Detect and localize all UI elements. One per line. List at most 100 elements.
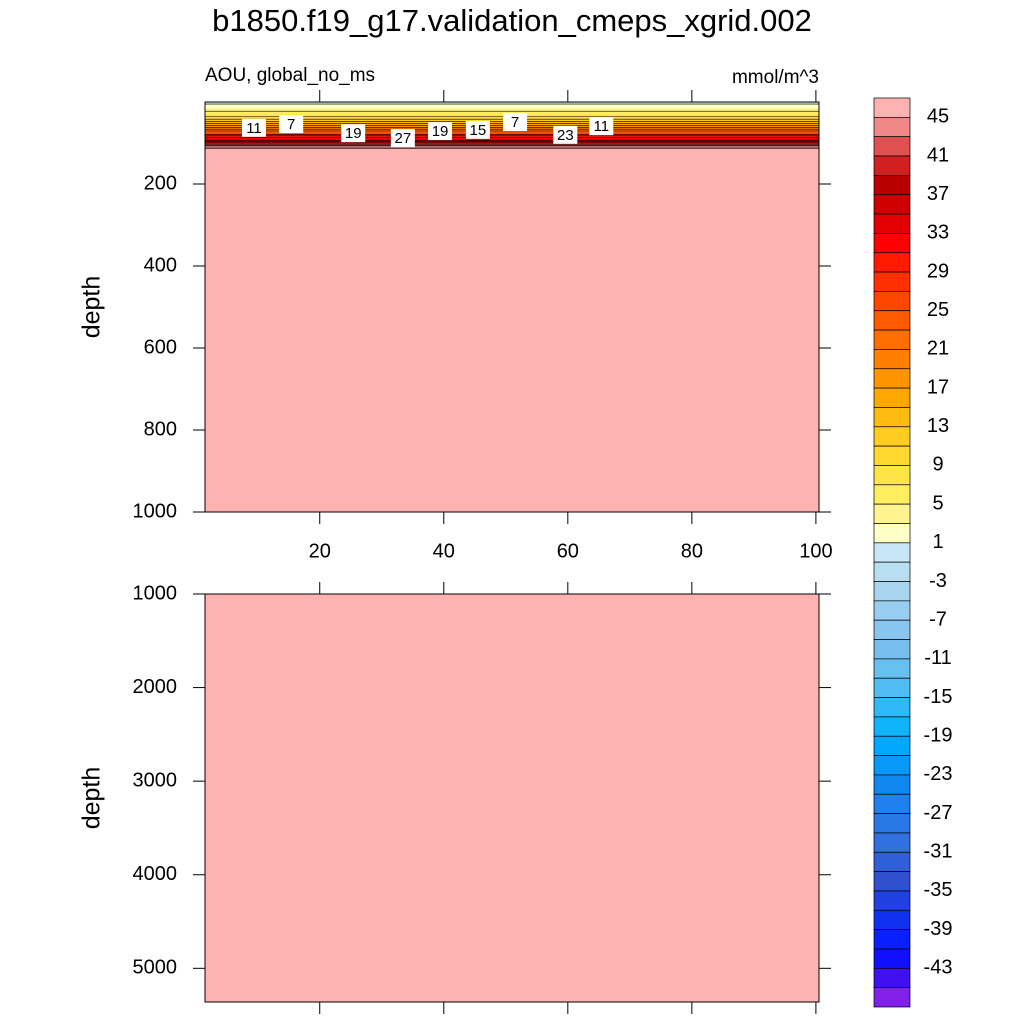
colorbar-box [873, 116, 911, 138]
colorbar-label: 17 [927, 376, 949, 398]
colorbar-box [873, 445, 911, 466]
field-band [205, 102, 819, 105]
colorbar-label: -43 [924, 957, 953, 979]
y-tick-label: 4000 [133, 863, 178, 885]
colorbar-box [873, 136, 911, 157]
y-tick-label: 600 [144, 336, 177, 358]
plot-frame [204, 593, 820, 1003]
units: mmol/m^3 [732, 67, 819, 88]
contour-label: 19 [345, 125, 362, 142]
chart-title: b1850.f19_g17.validation_cmeps_xgrid.002 [212, 3, 812, 38]
plot-area [205, 594, 819, 1002]
contour-label: 23 [557, 127, 574, 144]
colorbar-label: -11 [924, 647, 951, 669]
colorbar-label: -35 [924, 879, 953, 901]
colorbar-box [873, 658, 911, 679]
x-tick-label: 20 [309, 540, 331, 562]
field-band [205, 111, 819, 115]
field-band [205, 135, 819, 138]
colorbar-label: -3 [929, 570, 947, 592]
colorbar-box [873, 561, 911, 582]
colorbar-label: -39 [924, 918, 953, 940]
y-tick-label: 2000 [133, 676, 178, 698]
colorbar-label: 13 [927, 415, 949, 437]
colorbar-box [873, 948, 911, 969]
colorbar-label: -7 [929, 608, 947, 630]
colorbar-box [873, 426, 911, 447]
field-background [205, 594, 819, 1002]
contour-label: 15 [470, 122, 487, 139]
x-tick-label: 100 [799, 540, 832, 562]
y-tick-label: 200 [144, 172, 177, 194]
colorbar-label: -23 [924, 763, 953, 785]
colorbar-label: 29 [927, 260, 949, 282]
colorbar-box [873, 639, 911, 660]
colorbar-box [873, 291, 911, 312]
colorbar-label: -19 [924, 725, 953, 747]
colorbar-label: 9 [932, 454, 943, 476]
colorbar-box [873, 697, 911, 718]
contour-label-box [279, 115, 304, 134]
field-band [205, 134, 819, 137]
contour-label: 7 [287, 116, 295, 133]
colorbar-box [873, 793, 911, 814]
field-background [205, 102, 819, 512]
colorbar-box [873, 851, 911, 872]
contour-label-box [428, 122, 453, 141]
colorbar-box [873, 503, 911, 524]
contour-label: 11 [594, 118, 610, 135]
colorbar-label: 37 [927, 183, 949, 205]
colorbar-box [873, 175, 911, 196]
x-tick-label: 60 [557, 540, 579, 562]
y-tick-label: 5000 [133, 957, 178, 979]
colorbar-box [873, 909, 911, 930]
colorbar-box [873, 716, 911, 737]
colorbar-label: 5 [932, 492, 943, 514]
contour-label-box [341, 124, 366, 143]
colorbar-box [873, 155, 911, 176]
contour-label-box [503, 113, 528, 132]
contour-label: 19 [432, 123, 449, 140]
x-tick-label: 40 [433, 540, 455, 562]
y-tick-label: 400 [144, 254, 177, 276]
field-band [205, 104, 819, 109]
y-axis-label: depth [78, 767, 106, 830]
colorbar-box [873, 755, 911, 776]
subtitle: AOU, global_no_ms [205, 65, 375, 86]
colorbar-box [873, 252, 911, 273]
contour-label-box [589, 117, 614, 136]
colorbar-box [873, 871, 911, 892]
colorbar-box [873, 987, 911, 1008]
y-tick-label: 800 [144, 418, 177, 440]
colorbar-box [873, 349, 911, 370]
colorbar-label: 33 [927, 222, 949, 244]
y-tick-label: 1000 [133, 582, 178, 604]
colorbar-label: 21 [927, 338, 949, 360]
colorbar-box [873, 484, 911, 505]
contour-label: 11 [246, 120, 262, 137]
y-tick-label: 1000 [133, 500, 178, 522]
colorbar-label: -27 [924, 802, 953, 824]
y-axis-label: depth [78, 276, 106, 339]
contour-label-box [241, 118, 266, 137]
colorbar-box [873, 465, 911, 486]
plot-frame [204, 101, 820, 513]
colorbar-label: 41 [927, 144, 949, 166]
contour-label-box [553, 125, 578, 144]
field-band [205, 140, 819, 143]
colorbar-box [873, 387, 911, 408]
field-band [205, 147, 819, 150]
colorbar-box [873, 233, 911, 254]
field-band [205, 143, 819, 145]
field-band [205, 137, 819, 140]
colorbar-box [873, 542, 911, 563]
colorbar-label: 25 [927, 299, 949, 321]
colorbar-box [873, 600, 911, 621]
contour-label-box [465, 120, 490, 139]
field-band [205, 141, 819, 144]
contour-label: 27 [395, 130, 412, 147]
colorbar-box [873, 329, 911, 350]
colorbar-box [873, 813, 911, 834]
colorbar-box [873, 523, 911, 544]
